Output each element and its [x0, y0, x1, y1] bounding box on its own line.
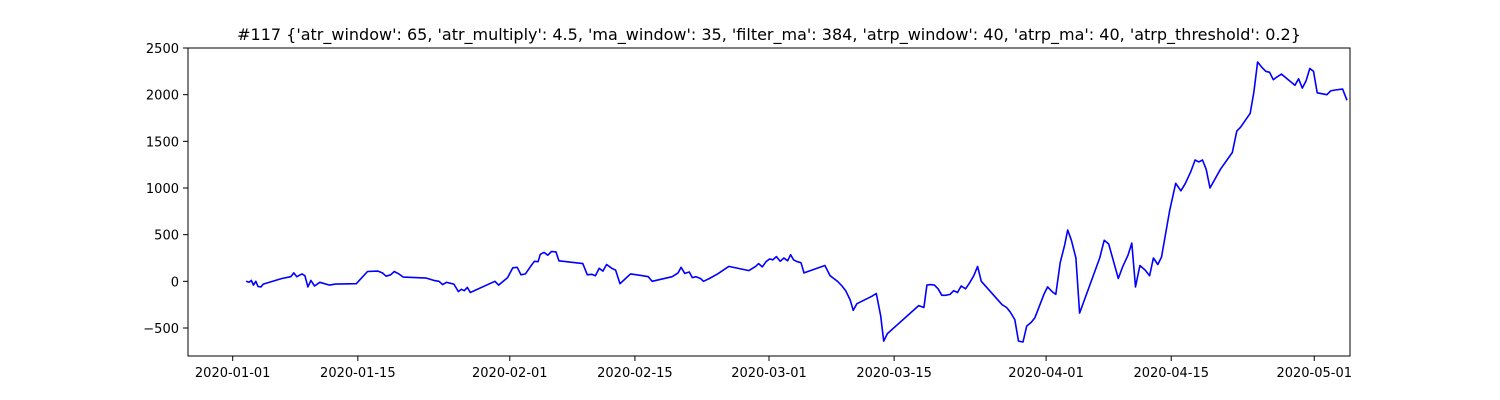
- x-tick-label: 2020-01-01: [195, 366, 271, 381]
- x-tick-label: 2020-04-01: [1008, 366, 1084, 381]
- x-tick-label: 2020-02-01: [472, 366, 548, 381]
- y-tick-label: 1500: [146, 135, 179, 150]
- y-tick-label: −500: [143, 322, 179, 337]
- x-tick-label: 2020-02-15: [597, 366, 673, 381]
- series-layer: [245, 61, 1348, 343]
- y-tick-label: 0: [171, 275, 179, 290]
- y-tick-label: 500: [154, 229, 179, 244]
- x-tick-label: 2020-03-15: [856, 366, 932, 381]
- y-tick-label: 2500: [146, 42, 179, 57]
- chart-title: #117 {'atr_window': 65, 'atr_multiply': …: [237, 25, 1301, 45]
- x-tick-label: 2020-03-01: [731, 366, 807, 381]
- series-line: [245, 61, 1348, 343]
- axes-frame: [187, 47, 1351, 357]
- x-tick-label: 2020-04-15: [1133, 366, 1209, 381]
- x-axis: 2020-01-01 2020-01-15 2020-02-01 2020-02-15…: [195, 356, 1352, 381]
- x-tick-label: 2020-05-01: [1276, 366, 1352, 381]
- x-tick-label: 2020-01-15: [320, 366, 396, 381]
- y-axis: −500 0 500 1000 1500 2000 2500: [143, 42, 188, 337]
- y-tick-label: 2000: [146, 89, 179, 104]
- y-tick-label: 1000: [146, 182, 179, 197]
